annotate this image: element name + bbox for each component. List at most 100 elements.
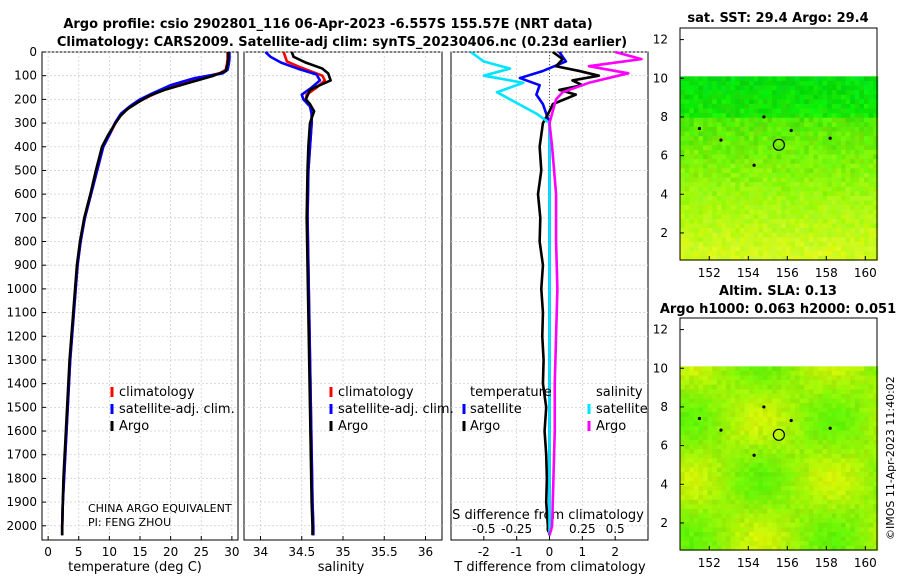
map-cell	[845, 94, 851, 100]
map-cell	[873, 149, 879, 155]
map-cell	[836, 94, 842, 100]
island-marker	[752, 163, 756, 167]
map-cell	[772, 159, 777, 165]
map-cell	[698, 421, 704, 427]
map-cell	[689, 237, 695, 243]
map-cell	[762, 490, 768, 496]
map-cell	[818, 370, 823, 376]
map-cell	[721, 90, 727, 96]
map-cell	[716, 136, 722, 142]
map-cell	[689, 499, 695, 505]
map-cell	[859, 117, 865, 123]
map-cell	[703, 246, 708, 252]
map-cell	[758, 232, 764, 238]
map-cell	[808, 476, 814, 482]
map-cell	[739, 108, 745, 114]
map-cell	[749, 182, 754, 188]
map-cell	[781, 458, 787, 464]
map-cell	[689, 472, 695, 478]
map-cell	[831, 214, 837, 220]
map-cell	[781, 462, 787, 468]
map-cell	[813, 403, 819, 409]
map-cell	[781, 232, 787, 238]
map-cell	[716, 370, 722, 376]
map-cell	[831, 108, 837, 114]
map-cell	[772, 122, 777, 128]
map-cell	[744, 398, 750, 404]
map-cell	[785, 80, 791, 86]
map-cell	[827, 182, 833, 188]
map-cell	[785, 163, 791, 169]
map-cell	[730, 380, 736, 386]
map-cell	[785, 462, 791, 468]
map-cell	[790, 476, 796, 482]
map-cell	[730, 467, 736, 473]
map-cell	[836, 366, 842, 372]
map-cell	[707, 172, 713, 178]
map-cell	[831, 508, 837, 514]
x-tick-label: 0	[44, 545, 52, 559]
map-cell	[813, 85, 819, 91]
map-cell	[726, 200, 731, 206]
map-cell	[781, 241, 787, 247]
map-cell	[716, 117, 722, 123]
map-cell	[790, 375, 796, 381]
map-cell	[703, 370, 708, 376]
map-cell	[836, 246, 842, 252]
map-cell	[854, 462, 860, 468]
map-cell	[772, 407, 777, 413]
map-cell	[726, 476, 731, 482]
map-cell	[730, 228, 736, 234]
map-cell	[707, 421, 713, 427]
map-y-tick-label: 2	[660, 226, 668, 240]
map-cell	[703, 200, 708, 206]
map-cell	[749, 241, 754, 247]
map-cell	[808, 108, 814, 114]
map-cell	[813, 449, 819, 455]
map-cell	[776, 90, 782, 96]
map-cell	[854, 485, 860, 491]
map-cell	[749, 513, 754, 519]
map-cell	[689, 476, 695, 482]
map-cell	[712, 149, 718, 155]
map-cell	[739, 214, 745, 220]
map-cell	[712, 439, 718, 445]
map-cell	[864, 140, 869, 146]
map-cell	[716, 444, 722, 450]
map-cell	[693, 232, 699, 238]
map-cell	[813, 384, 819, 390]
map-cell	[684, 407, 690, 413]
map-cell	[785, 490, 791, 496]
map-cell	[767, 508, 773, 514]
map-cell	[859, 172, 865, 178]
map-cell	[762, 186, 768, 192]
map-cell	[762, 449, 768, 455]
map-cell	[716, 393, 722, 399]
map-cell	[795, 370, 800, 376]
map-cell	[785, 85, 791, 91]
map-cell	[739, 195, 745, 201]
map-cell	[680, 232, 685, 238]
map-cell	[726, 177, 731, 183]
map-cell	[799, 375, 805, 381]
map-cell	[818, 384, 823, 390]
map-cell	[776, 122, 782, 128]
map-cell	[739, 541, 745, 547]
map-cell	[726, 389, 731, 395]
map-cell	[836, 140, 842, 146]
map-cell	[836, 80, 842, 86]
map-cell	[772, 76, 777, 82]
map-cell	[813, 145, 819, 151]
series-line-argo	[60, 52, 230, 536]
map-cell	[693, 522, 699, 528]
map-cell	[781, 426, 787, 432]
map-cell	[785, 200, 791, 206]
map-cell	[767, 366, 773, 372]
map-cell	[804, 370, 810, 376]
map-cell	[744, 90, 750, 96]
map-cell	[730, 545, 736, 551]
map-cell	[698, 531, 704, 537]
map-cell	[772, 90, 777, 96]
map-cell	[753, 412, 759, 418]
map-cell	[735, 85, 741, 91]
